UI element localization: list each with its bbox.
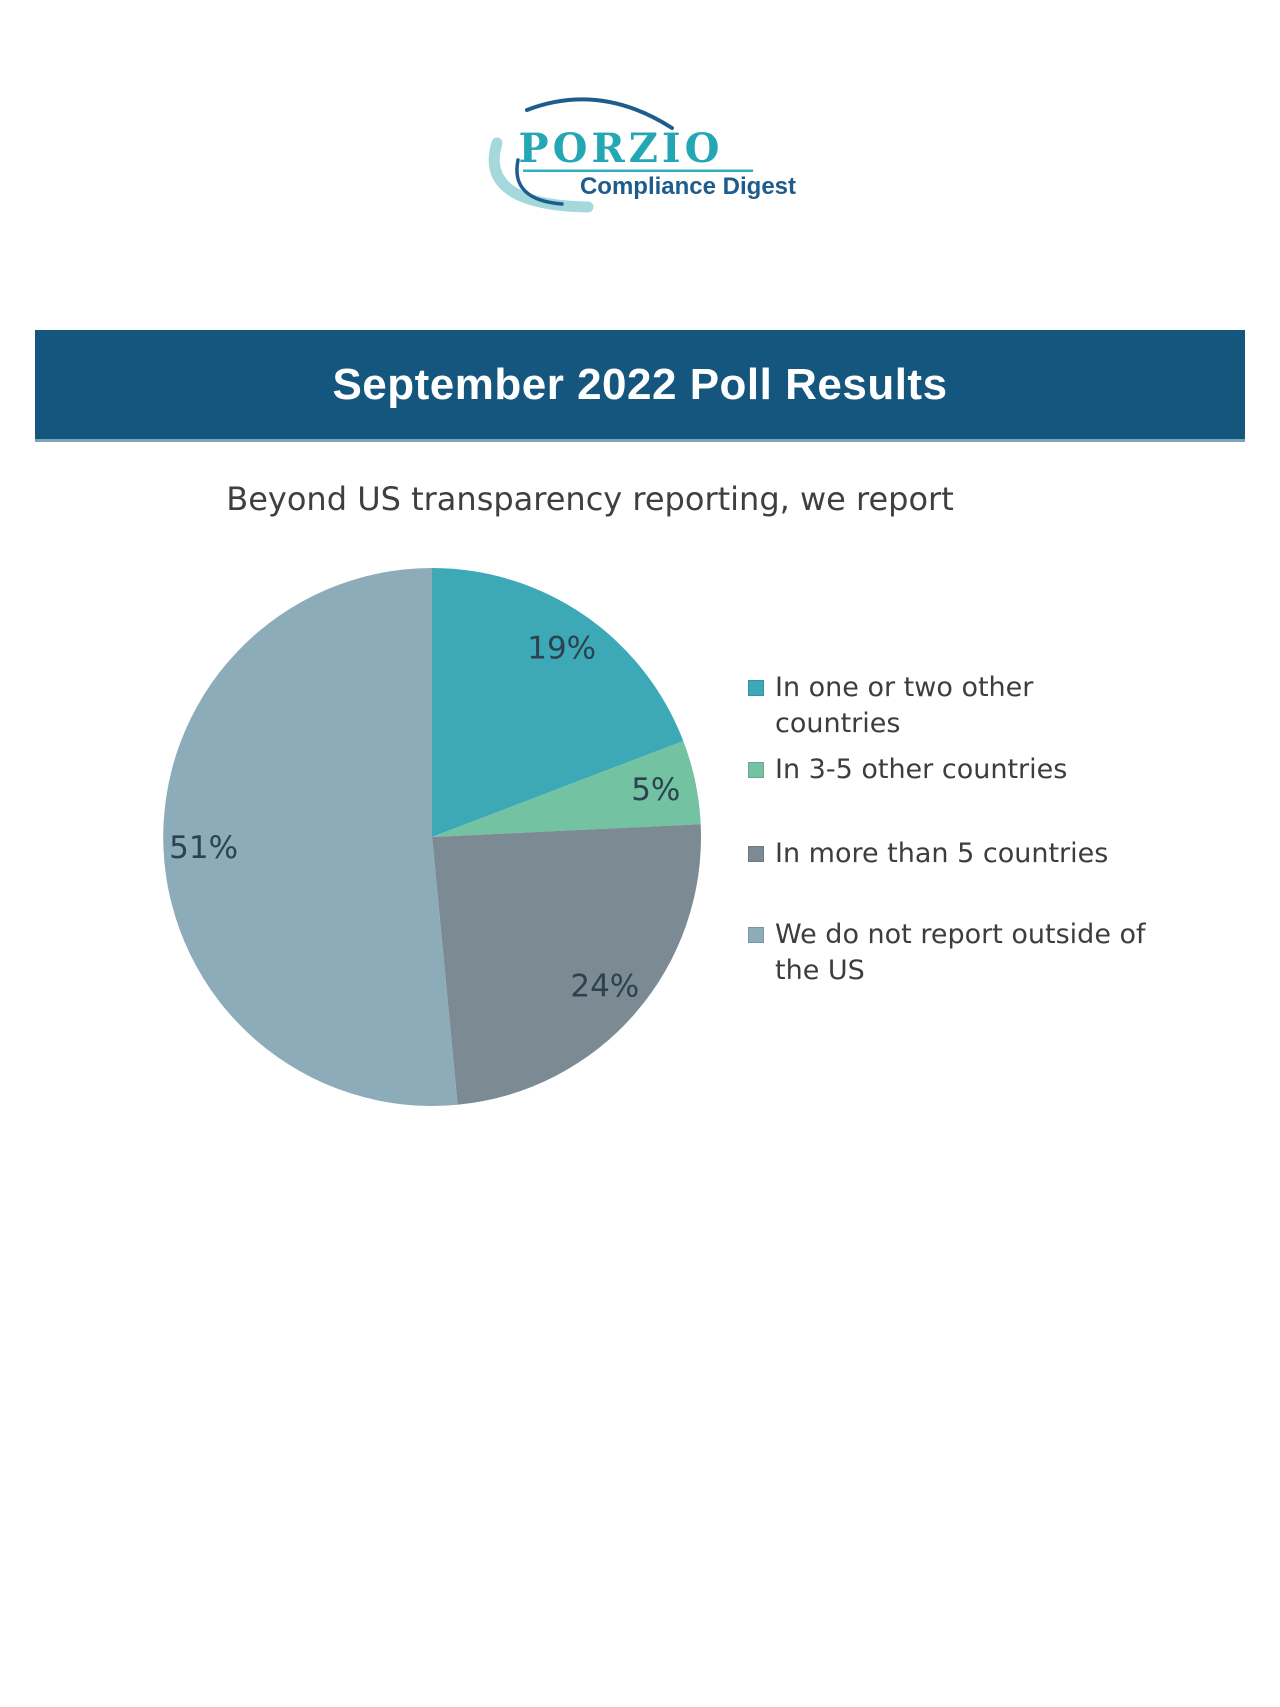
pie-slice-1 [432,568,684,837]
logo-arc-inner [515,158,564,206]
legend-label: In 3-5 other countries [775,754,1068,785]
pie-slice-3 [432,824,702,1105]
chart-legend: In one or two other countries In 3-5 other… [748,670,1178,989]
banner: September 2022 Poll Results [35,330,1245,442]
pie-slice-4 [163,568,458,1106]
legend-item-3: In more than 5 countries [748,836,1178,872]
legend-swatch-icon [748,680,764,696]
logo-tagline-text: Compliance Digest [580,173,796,200]
logo-arc-swoosh [488,137,594,213]
logo-graphic: PORZIO Compliance Digest [488,97,796,213]
legend-label: We do not report outside of the US [775,919,1146,986]
pie-value-label-1: 19% [527,631,596,667]
pie-value-label-2: 5% [631,772,680,808]
legend-item-2: In 3-5 other countries [748,752,1178,788]
pie-slice-2 [432,741,701,837]
chart-title: Beyond US transparency reporting, we rep… [226,480,954,518]
legend-swatch-icon [748,762,764,778]
banner-title: September 2022 Poll Results [332,359,948,409]
logo: PORZIO Compliance Digest [440,75,800,215]
legend-swatch-icon [748,927,764,943]
legend-item-1: In one or two other countries [748,670,1178,742]
pie-value-label-4: 51% [169,830,238,866]
legend-item-4: We do not report outside of the US [748,917,1178,989]
logo-arc-top [525,97,674,130]
pie-chart: 19% 5% 24% 51% [163,568,702,1106]
legend-label: In one or two other countries [775,672,1034,739]
legend-swatch-icon [748,846,764,862]
logo-underline [523,169,753,172]
logo-brand-text: PORZIO [519,125,724,172]
legend-label: In more than 5 countries [775,838,1109,869]
pie-value-label-3: 24% [570,969,639,1005]
